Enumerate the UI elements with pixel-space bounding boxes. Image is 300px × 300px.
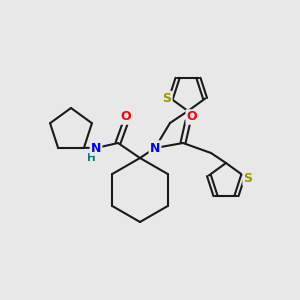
Text: O: O — [121, 110, 131, 124]
Text: H: H — [87, 153, 95, 163]
Text: S: S — [162, 92, 171, 105]
Text: S: S — [244, 172, 253, 185]
Text: N: N — [150, 142, 160, 154]
Text: N: N — [91, 142, 101, 154]
Text: O: O — [187, 110, 197, 124]
